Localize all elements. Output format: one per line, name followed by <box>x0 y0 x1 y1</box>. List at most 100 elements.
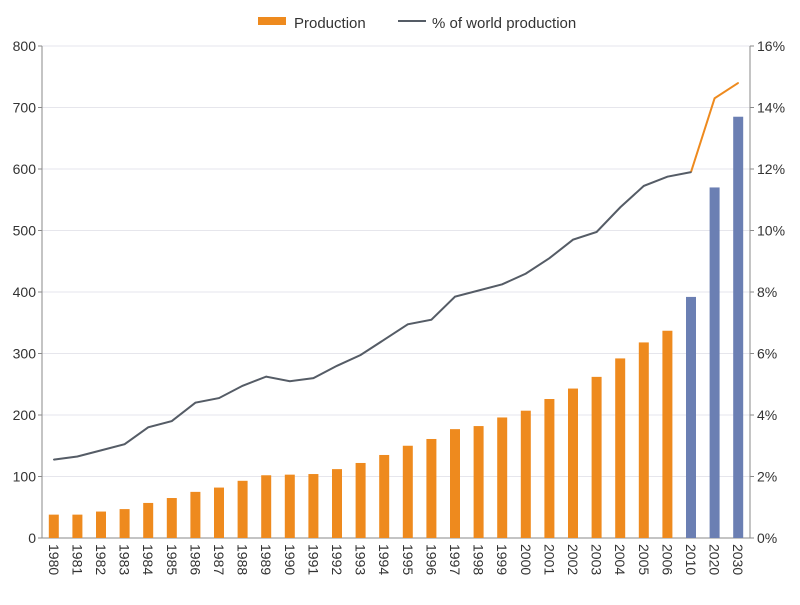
share-line-projection <box>690 82 739 173</box>
share-point-2003 <box>595 231 598 233</box>
x-tick-label: 1983 <box>117 544 133 575</box>
left-tick-label: 200 <box>13 407 37 423</box>
bar-1985 <box>166 498 177 538</box>
share-point-1992 <box>336 365 338 367</box>
bar-1993 <box>355 462 366 538</box>
bar-1989 <box>261 475 272 538</box>
bar-1996 <box>426 438 437 538</box>
right-tick-label: 0% <box>757 530 777 546</box>
bar-1995 <box>402 445 413 538</box>
share-point-1980 <box>53 458 55 461</box>
x-tick-label: 1986 <box>187 544 203 575</box>
left-tick-label: 600 <box>13 161 37 177</box>
bar-1990 <box>284 474 295 538</box>
x-tick-label: 1988 <box>235 544 251 575</box>
x-tick-label: 2004 <box>612 544 628 575</box>
share-point-1988 <box>241 384 244 387</box>
share-point-1998 <box>477 289 480 292</box>
bar-1983 <box>119 509 130 538</box>
bar-1984 <box>143 502 154 538</box>
left-tick-label: 800 <box>13 38 37 54</box>
share-point-1981 <box>76 455 79 458</box>
x-tick-label: 1996 <box>423 544 439 575</box>
share-line-historical <box>53 171 692 461</box>
bar-1986 <box>190 491 201 538</box>
share-point-2020 <box>713 97 716 100</box>
bar-2001 <box>544 399 555 538</box>
x-tick-label: 1990 <box>282 544 298 575</box>
bar-1991 <box>308 474 319 538</box>
x-tick-label: 1991 <box>305 544 321 575</box>
share-point-2010 <box>690 171 692 173</box>
legend-share-label: % of world production <box>432 15 576 32</box>
right-tick-label: 8% <box>757 284 777 300</box>
x-tick-label: 1984 <box>140 544 156 575</box>
share-point-2000 <box>525 272 527 275</box>
share-point-1985 <box>171 420 173 422</box>
share-point-1997 <box>454 295 456 298</box>
right-tick-label: 14% <box>757 100 785 116</box>
left-tick-label: 100 <box>13 469 37 485</box>
right-tick-label: 2% <box>757 469 777 485</box>
left-tick-label: 300 <box>13 346 37 362</box>
x-tick-label: 1994 <box>376 544 392 575</box>
bar-2006 <box>662 330 673 538</box>
share-point-2005 <box>643 185 645 187</box>
x-tick-label: 1981 <box>69 544 85 575</box>
share-point-1982 <box>100 449 102 452</box>
share-point-1999 <box>501 283 504 286</box>
legend-production-swatch <box>258 17 286 25</box>
x-tick-label: 2005 <box>636 544 652 575</box>
x-tick-label: 2003 <box>589 544 605 575</box>
bar-1997 <box>450 429 460 538</box>
bar-2002 <box>568 388 578 538</box>
x-tick-label: 2006 <box>659 544 675 575</box>
share-point-1996 <box>430 318 433 321</box>
bar-1992 <box>332 469 342 538</box>
share-line <box>53 82 739 461</box>
left-tick-label: 500 <box>13 223 37 239</box>
x-tick-label: 1998 <box>471 544 487 575</box>
bar-2010 <box>686 296 696 538</box>
x-tick-label: 1997 <box>447 544 463 575</box>
share-point-1984 <box>147 426 149 429</box>
x-tick-label: 2001 <box>541 544 557 575</box>
legend: Production % of world production <box>258 15 576 32</box>
share-point-2002 <box>572 238 574 241</box>
bar-2004 <box>615 358 626 538</box>
share-point-1995 <box>407 323 409 326</box>
x-tick-label: 2010 <box>683 544 699 575</box>
left-axis-ticks: 0 100 200 300 400 500 600 700 800 <box>13 38 42 546</box>
x-tick-label: 1995 <box>400 544 416 575</box>
left-tick-label: 0 <box>28 530 36 546</box>
bar-2000 <box>520 410 531 538</box>
share-point-2006 <box>666 175 669 178</box>
bar-1988 <box>237 480 248 538</box>
left-tick-label: 700 <box>13 100 37 116</box>
bar-1998 <box>473 426 484 538</box>
share-point-2004 <box>619 206 621 209</box>
x-tick-label: 2020 <box>707 544 723 575</box>
x-tick-label: 1989 <box>258 544 274 575</box>
right-tick-label: 6% <box>757 346 777 362</box>
x-tick-label: 1987 <box>211 544 227 575</box>
bar-2030 <box>733 116 744 538</box>
x-tick-label: 1985 <box>164 544 180 575</box>
x-tick-label: 2002 <box>565 544 581 575</box>
right-tick-label: 4% <box>757 407 777 423</box>
x-tick-label: 1980 <box>46 544 62 575</box>
right-tick-label: 10% <box>757 223 785 239</box>
x-tick-label: 1999 <box>494 544 510 575</box>
x-tick-label: 1982 <box>93 544 109 575</box>
production-bars <box>48 116 744 538</box>
bar-1980 <box>48 514 59 538</box>
left-tick-label: 400 <box>13 284 37 300</box>
bar-1981 <box>72 514 83 538</box>
x-tick-label: 1993 <box>353 544 369 575</box>
share-point-1986 <box>194 401 197 404</box>
x-tick-label: 2030 <box>730 544 746 575</box>
bar-1999 <box>497 417 508 538</box>
share-point-1993 <box>359 354 362 356</box>
share-point-1983 <box>123 443 126 446</box>
